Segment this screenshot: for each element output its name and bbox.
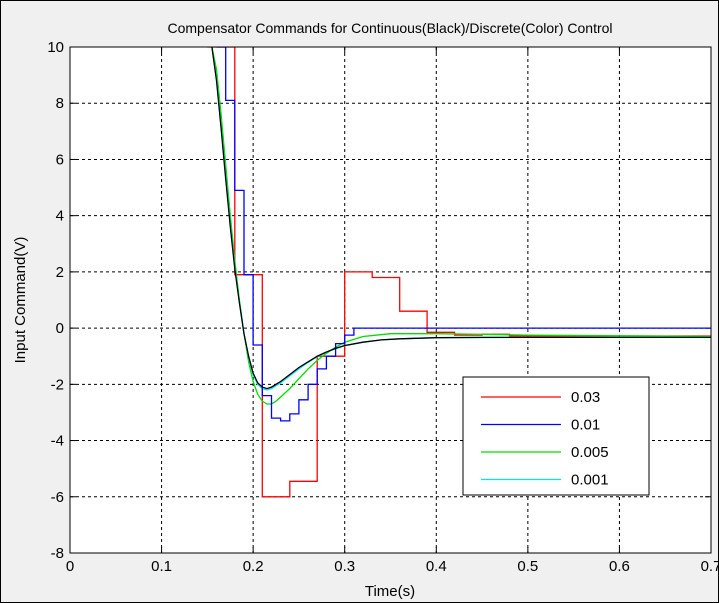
x-tick-label: 0.3 (334, 558, 355, 575)
legend-box (462, 376, 650, 496)
x-tick-label: 0.4 (426, 558, 447, 575)
x-axis-label: Time(s) (365, 583, 415, 600)
legend-label: 0.01 (571, 417, 600, 434)
x-axis-ticks: 0 0.1 0.2 0.3 0.4 0.5 0.6 0.7 (66, 47, 718, 575)
y-tick-label: 8 (56, 95, 64, 112)
y-tick-label: -8 (51, 545, 64, 562)
y-tick-label: -4 (51, 433, 64, 450)
x-tick-label: 0.2 (243, 558, 264, 575)
legend-label: 0.005 (571, 444, 609, 461)
y-tick-label: 4 (56, 208, 64, 225)
y-tick-label: 2 (56, 264, 64, 281)
x-tick-label: 0.6 (609, 558, 630, 575)
series-layer (207, 47, 711, 498)
legend-label: 0.03 (571, 389, 600, 406)
legend: 0.03 0.01 0.005 0.001 (462, 376, 650, 496)
y-tick-label: -6 (51, 489, 64, 506)
series-line-0-005 (211, 47, 711, 405)
plot-frame (69, 46, 712, 554)
x-tick-label: 0.1 (151, 558, 172, 575)
legend-label: 0.001 (571, 472, 609, 489)
y-axis-ticks: -8 -6 -4 -2 0 2 4 6 8 10 (47, 39, 711, 562)
y-tick-label: -2 (51, 376, 64, 393)
y-tick-label: 6 (56, 151, 64, 168)
y-tick-label: 0 (56, 320, 64, 337)
chart-title: Compensator Commands for Continuous(Blac… (167, 20, 612, 36)
x-tick-label: 0.5 (517, 558, 538, 575)
y-tick-label: 10 (47, 39, 64, 56)
series-line-0-01 (216, 47, 711, 422)
x-tick-label: 0.7 (701, 558, 718, 575)
continuous-line (211, 47, 711, 390)
y-axis-label: Input Command(V) (12, 237, 29, 364)
x-tick-label: 0 (66, 558, 74, 575)
